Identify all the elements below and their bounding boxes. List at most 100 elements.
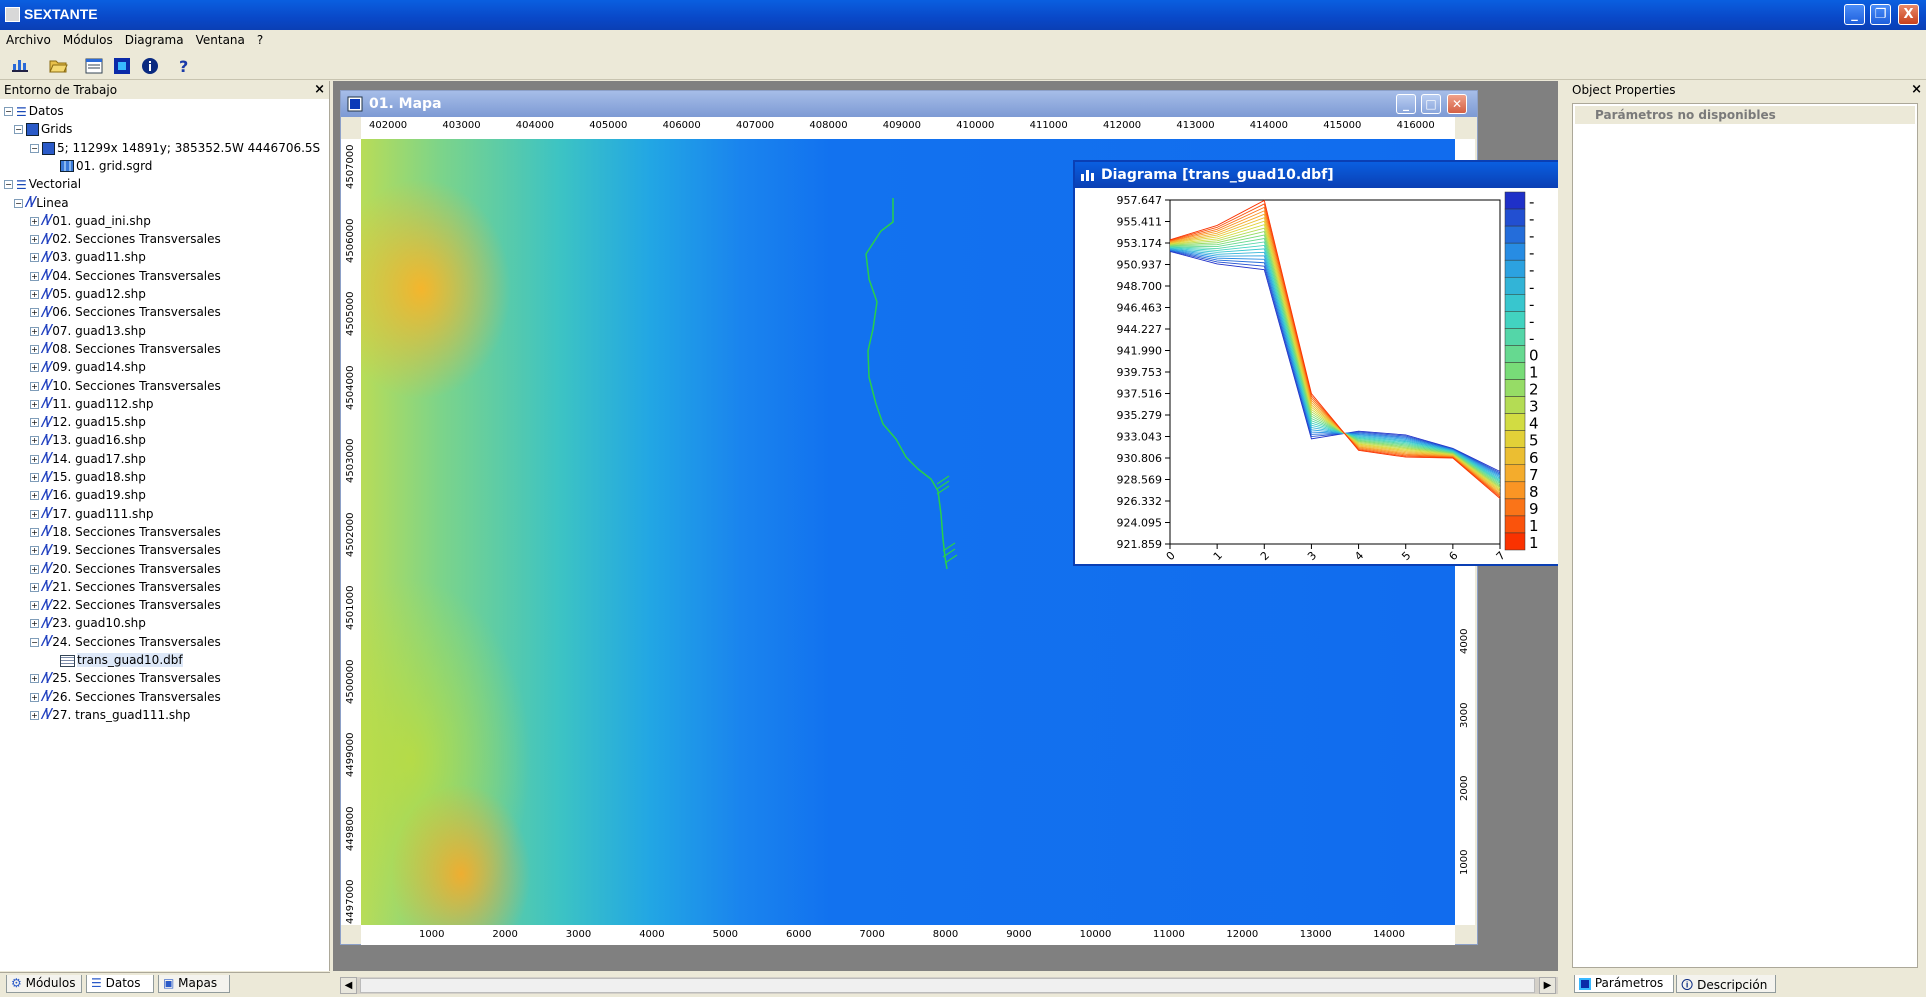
params-icon[interactable] (112, 56, 132, 76)
tree-node[interactable]: +/\/22. Secciones Transversales (30, 596, 221, 614)
x-tick-label: 2 (1258, 549, 1272, 563)
tree-node[interactable]: +/\/16. guad19.shp (30, 486, 146, 504)
legend-label: 3 (1529, 398, 1539, 416)
tree-node[interactable]: +/\/21. Secciones Transversales (30, 578, 221, 596)
expand-toggle-icon[interactable]: + (30, 509, 39, 519)
tab-mapas[interactable]: ▣ Mapas (158, 975, 230, 993)
expand-toggle-icon[interactable]: + (30, 527, 39, 537)
window-icon[interactable] (84, 56, 104, 76)
map-close-button[interactable]: ✕ (1447, 94, 1467, 114)
expand-toggle-icon[interactable]: + (30, 619, 39, 629)
series-line (1169, 227, 1501, 489)
map-maximize-button[interactable]: □ (1421, 94, 1441, 114)
chart-icon[interactable] (10, 56, 30, 76)
map-window-titlebar[interactable]: 01. Mapa _ □ ✕ (341, 91, 1477, 117)
expand-toggle-icon[interactable]: + (30, 436, 39, 446)
expand-toggle-icon[interactable]: + (30, 216, 39, 226)
diagram-window[interactable]: Diagrama [trans_guad10.dbf] 957.647 955.4… (1073, 160, 1558, 566)
tree-node[interactable]: +/\/27. trans_guad111.shp (30, 706, 190, 724)
tree-node[interactable]: +/\/02. Secciones Transversales (30, 230, 221, 248)
scroll-thumb[interactable] (360, 978, 1535, 993)
expand-toggle-icon[interactable]: − (14, 198, 23, 208)
tree-node[interactable]: +/\/14. guad17.shp (30, 450, 146, 468)
open-folder-icon[interactable] (48, 56, 68, 76)
tree-node[interactable]: +/\/13. guad16.shp (30, 431, 146, 449)
expand-toggle-icon[interactable]: + (30, 381, 39, 391)
tree-node[interactable]: +/\/06. Secciones Transversales (30, 303, 221, 321)
object-properties-close-icon[interactable]: × (1911, 82, 1922, 97)
scroll-left-button[interactable]: ◀ (340, 977, 357, 994)
tree-node[interactable]: +/\/04. Secciones Transversales (30, 267, 221, 285)
tree-node[interactable]: − 5; 11299x 14891y; 385352.5W 4446706.5S (30, 139, 320, 157)
expand-toggle-icon[interactable]: + (30, 692, 39, 702)
expand-toggle-icon[interactable]: + (30, 418, 39, 428)
tree-node[interactable]: +/\/19. Secciones Transversales (30, 541, 221, 559)
diagram-window-titlebar[interactable]: Diagrama [trans_guad10.dbf] (1075, 162, 1558, 188)
tree-node[interactable]: +/\/01. guad_ini.shp (30, 212, 151, 230)
expand-toggle-icon[interactable]: − (14, 125, 23, 135)
tree-node[interactable]: +/\/09. guad14.shp (30, 358, 146, 376)
tree-node[interactable]: − ☰ Vectorial (4, 175, 81, 193)
tree-node[interactable]: +/\/07. guad13.shp (30, 322, 146, 340)
tree-node[interactable]: trans_guad10.dbf (48, 651, 183, 669)
expand-toggle-icon[interactable]: − (30, 143, 39, 153)
expand-toggle-icon[interactable]: + (30, 582, 39, 592)
expand-toggle-icon[interactable]: + (30, 601, 39, 611)
tree-node[interactable]: +/\/26. Secciones Transversales (30, 688, 221, 706)
tree-node[interactable]: +/\/11. guad112.shp (30, 395, 154, 413)
expand-toggle-icon[interactable]: + (30, 564, 39, 574)
expand-toggle-icon[interactable]: − (4, 180, 13, 190)
tree-node[interactable]: +/\/05. guad12.shp (30, 285, 146, 303)
restore-button[interactable]: ❐ (1870, 4, 1891, 25)
expand-toggle-icon[interactable]: + (30, 399, 39, 409)
expand-toggle-icon[interactable]: − (4, 107, 13, 116)
tree-node[interactable]: −/\/Linea (14, 194, 69, 212)
tree-node[interactable]: +/\/12. guad15.shp (30, 413, 146, 431)
menu-ventana[interactable]: Ventana (195, 33, 245, 47)
expand-toggle-icon[interactable]: + (30, 546, 39, 556)
tab-parametros[interactable]: Parámetros (1574, 975, 1674, 993)
expand-toggle-icon[interactable]: + (30, 290, 39, 299)
workspace-close-icon[interactable]: × (314, 82, 325, 97)
tab-modulos[interactable]: ⚙ Módulos (6, 975, 82, 993)
expand-toggle-icon[interactable]: + (30, 308, 39, 318)
close-button[interactable]: X (1898, 4, 1919, 25)
tree-node[interactable]: +/\/08. Secciones Transversales (30, 340, 221, 358)
tree-node[interactable]: +/\/15. guad18.shp (30, 468, 146, 486)
tree-node[interactable]: +/\/18. Secciones Transversales (30, 523, 221, 541)
tree-node[interactable]: +/\/10. Secciones Transversales (30, 377, 221, 395)
menu-modulos[interactable]: Módulos (62, 33, 113, 47)
tree-node[interactable]: +/\/25. Secciones Transversales (30, 669, 221, 687)
expand-toggle-icon[interactable]: − (30, 637, 39, 647)
tree-node[interactable]: − Grids (14, 120, 72, 138)
expand-toggle-icon[interactable]: + (30, 363, 39, 373)
menu-diagrama[interactable]: Diagrama (124, 33, 184, 47)
tab-datos[interactable]: ☰ Datos (86, 975, 154, 993)
tree-node[interactable]: +/\/17. guad111.shp (30, 505, 154, 523)
tree-node[interactable]: +/\/03. guad11.shp (30, 248, 146, 266)
tree-node[interactable]: +/\/20. Secciones Transversales (30, 560, 221, 578)
tree-node[interactable]: −/\/24. Secciones Transversales (30, 633, 221, 651)
info-icon[interactable] (140, 56, 160, 76)
menu-archivo[interactable]: Archivo (6, 33, 51, 47)
expand-toggle-icon[interactable]: + (30, 473, 39, 482)
expand-toggle-icon[interactable]: + (30, 326, 39, 336)
map-minimize-button[interactable]: _ (1396, 94, 1416, 114)
expand-toggle-icon[interactable]: + (30, 344, 39, 354)
expand-toggle-icon[interactable]: + (30, 674, 39, 684)
expand-toggle-icon[interactable]: + (30, 710, 39, 720)
expand-toggle-icon[interactable]: + (30, 235, 39, 245)
tab-descripcion[interactable]: 🛈 Descripción (1676, 975, 1776, 993)
tree-node[interactable]: +/\/23. guad10.shp (30, 614, 146, 632)
help-icon[interactable]: ? (174, 56, 194, 76)
expand-toggle-icon[interactable]: + (30, 253, 39, 263)
expand-toggle-icon[interactable]: + (30, 491, 39, 501)
expand-toggle-icon[interactable]: + (30, 454, 39, 464)
expand-toggle-icon[interactable]: + (30, 271, 39, 281)
tree-node[interactable]: − ☰ Datos (4, 102, 64, 120)
desktop-hscrollbar[interactable]: ◀ ▶ (340, 977, 1558, 994)
scroll-right-button[interactable]: ▶ (1539, 977, 1556, 994)
minimize-button[interactable]: _ (1844, 4, 1865, 25)
menu-help[interactable]: ? (256, 33, 264, 47)
tree-node[interactable]: 01. grid.sgrd (48, 157, 152, 175)
